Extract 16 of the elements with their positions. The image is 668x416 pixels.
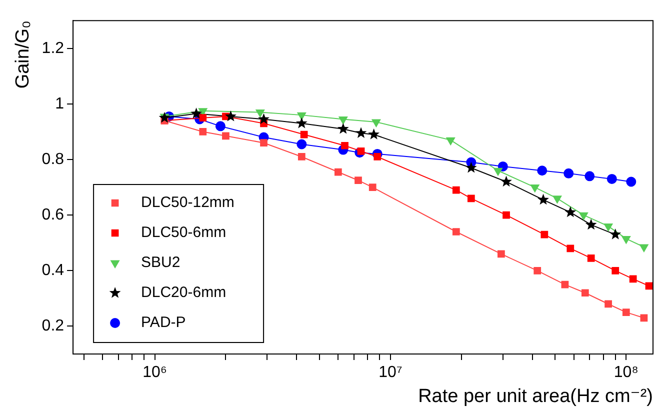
y-tick-label: 1 bbox=[55, 95, 64, 112]
legend-label: DLC50-12mm bbox=[141, 194, 234, 212]
y-axis-title: Gain/G₀ bbox=[12, 20, 34, 89]
legend-label: DLC20-6mm bbox=[141, 284, 226, 302]
y-tick-label: 1.2 bbox=[42, 40, 64, 57]
y-tick-label: 0.2 bbox=[42, 318, 64, 335]
x-tick-label: 10⁶ bbox=[142, 364, 167, 382]
legend-label: DLC50-6mm bbox=[141, 224, 226, 242]
y-tick-label: 0.4 bbox=[42, 262, 64, 280]
legend-label: SBU2 bbox=[141, 254, 180, 272]
x-tick-label: 10⁷ bbox=[378, 364, 402, 382]
y-tick-label: 0.8 bbox=[42, 150, 64, 168]
legend-label: PAD-P bbox=[141, 314, 186, 332]
y-tick-label: 0.6 bbox=[42, 206, 64, 224]
x-tick-label: 10⁸ bbox=[614, 364, 638, 382]
x-axis-title: Rate per unit area(Hz cm⁻²) bbox=[418, 386, 653, 407]
